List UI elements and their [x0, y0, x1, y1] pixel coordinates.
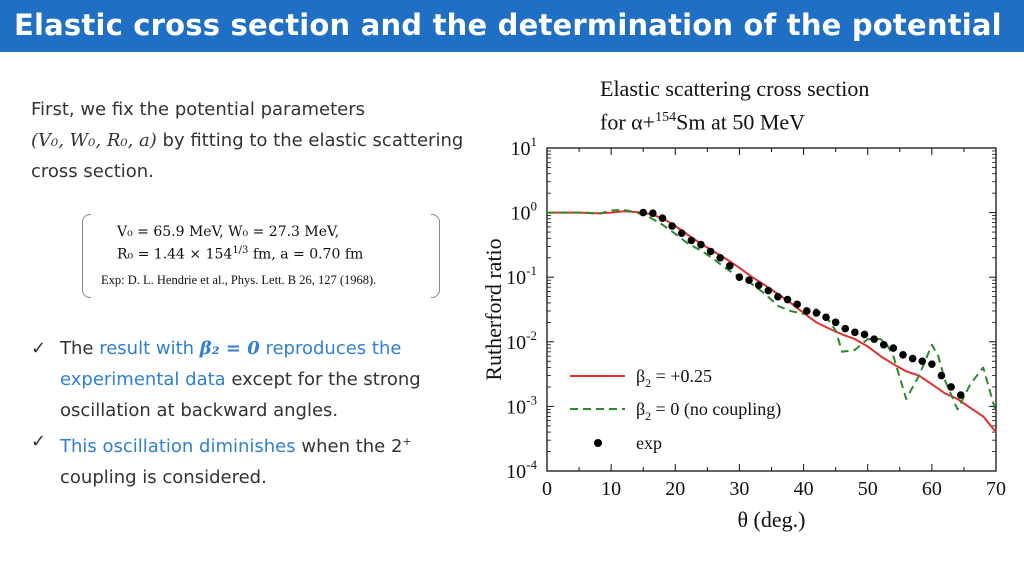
legend-label: exp [636, 433, 662, 453]
exp-data-point [697, 240, 705, 249]
bullet-1-post: except for the strong oscillation at bac… [60, 369, 421, 421]
exp-data-point [879, 340, 888, 349]
exp-data-point [754, 281, 763, 290]
x-tick-label: 20 [665, 478, 685, 500]
intro-line-2-rest: by fitting to the elastic scattering [156, 130, 464, 151]
left-brace [82, 214, 91, 298]
exp-data-point [822, 313, 830, 322]
bullet-2-sup: + [402, 435, 412, 448]
exp-data-point [774, 292, 782, 301]
intro-line-2: (V₀, W₀, R₀, a) by fitting to the elasti… [31, 125, 501, 156]
x-axis-label: θ (deg.) [738, 507, 806, 532]
exp-data-point [899, 350, 907, 359]
plot-frame [546, 147, 997, 472]
exp-data-point [851, 328, 859, 337]
exp-data-point [831, 318, 840, 327]
exp-data-point [764, 286, 773, 295]
chart-title: Elastic scattering cross section for α+1… [600, 74, 869, 136]
conclusion-bullets: ✓ The result with β₂ = 0 reproduces the e… [31, 333, 491, 493]
exp-data-point [908, 354, 917, 363]
x-tick-label: 50 [858, 478, 878, 500]
exp-data-point [658, 214, 667, 222]
bullet-2-post-2: coupling is considered. [60, 467, 267, 488]
exp-data-point [812, 309, 821, 317]
title-bar: Elastic cross section and the determinat… [0, 0, 1024, 52]
exp-data-point [783, 295, 792, 304]
intro-line-1: First, we fix the potential parameters [31, 99, 366, 120]
exp-data-point [668, 222, 676, 230]
exp-data-point [726, 262, 734, 270]
exp-data-point [706, 247, 715, 256]
y-tick-label: 10-3 [506, 392, 537, 418]
exp-data-point [889, 344, 898, 352]
y-tick-label: 10-2 [506, 328, 537, 354]
legend-marker-exp [594, 439, 602, 447]
bullet-1-pre: The [60, 338, 100, 359]
x-tick-label: 0 [542, 478, 552, 500]
exp-data-point [937, 371, 946, 380]
bullet-1-highlight-b: reproduces the experimental data [60, 338, 402, 390]
x-tick-label: 70 [986, 478, 1006, 500]
exp-data-point [793, 300, 801, 309]
exp-data-point [956, 391, 965, 399]
exp-data-point [802, 307, 811, 315]
checkmark-icon: ✓ [31, 431, 47, 452]
y-tick-label: 10-1 [506, 263, 537, 289]
experiment-reference: Exp: D. L. Hendrie et al., Phys. Lett. B… [101, 273, 377, 287]
radius-formula: R₀ = 1.44 × 154 [117, 246, 233, 263]
chart-title-sup: 154 [655, 110, 677, 125]
legend-label: β2 = +0.25 [636, 366, 712, 390]
bullet-1-beta: β₂ = 0 [199, 338, 260, 359]
exp-data-point [860, 330, 869, 339]
exp-data-point [928, 360, 936, 369]
exp-data-point [870, 335, 878, 343]
y-tick-label: 100 [511, 199, 538, 225]
bullet-1: ✓ The result with β₂ = 0 reproduces the e… [31, 333, 491, 426]
y-tick-label: 101 [511, 134, 538, 160]
right-brace [431, 214, 440, 298]
exp-data-point [716, 253, 724, 262]
exp-data-point [745, 276, 753, 284]
bullet-2-post: when the 2 [295, 436, 403, 457]
bullet-1-highlight-a: result with [99, 338, 200, 359]
radius-exponent: 1/3 [232, 245, 249, 256]
potential-parameters: (V₀, W₀, R₀, a) [31, 130, 157, 151]
exp-data-point [918, 357, 927, 366]
bullet-2-highlight: This oscillation diminishes [60, 436, 296, 457]
rutherford-ratio-chart: 0 10 20 30 40 50 60 70 101 100 10-1 10-2 10-3 10-4 θ (… [481, 134, 1006, 532]
intro-line-3: cross section. [31, 161, 154, 182]
x-tick-label: 60 [922, 478, 942, 500]
slide-title: Elastic cross section and the determinat… [14, 8, 1002, 42]
x-tick-label: 30 [729, 478, 749, 500]
y-axis-label: Rutherford ratio [481, 238, 506, 380]
chart-title-line-1: Elastic scattering cross section [600, 76, 870, 101]
legend-label: β2 = 0 (no coupling) [636, 399, 781, 423]
y-tick-label: 10-4 [506, 457, 537, 483]
chart-title-line-2: for α+154Sm at 50 MeV [600, 103, 869, 136]
x-tick-label: 10 [601, 478, 621, 500]
exp-data-point [841, 324, 850, 333]
bullet-2: ✓ This oscillation diminishes when the 2+… [31, 426, 491, 493]
parameters-line-2: R₀ = 1.44 × 1541/3 fm, a = 0.70 fm [117, 245, 363, 263]
series-beta-zero-line [547, 208, 997, 413]
exp-data-point [735, 273, 744, 281]
checkmark-icon: ✓ [31, 338, 47, 359]
exp-data-point [677, 229, 686, 237]
exp-data-point [947, 383, 955, 391]
parameters-line-2-rest: fm, a = 0.70 fm [248, 246, 364, 263]
x-tick-label: 40 [794, 478, 814, 500]
parameters-box: V₀ = 65.9 MeV, W₀ = 27.3 MeV, R₀ = 1.44 … [82, 214, 440, 298]
exp-data-point [687, 236, 696, 245]
exp-data-point [649, 209, 657, 217]
parameters-line-1: V₀ = 65.9 MeV, W₀ = 27.3 MeV, [117, 224, 340, 240]
chart-title-pre: for α+ [600, 109, 656, 135]
exp-data-point [639, 208, 648, 217]
chart-title-post: Sm at 50 MeV [676, 109, 806, 135]
intro-text: First, we fix the potential parameters (… [31, 94, 501, 187]
